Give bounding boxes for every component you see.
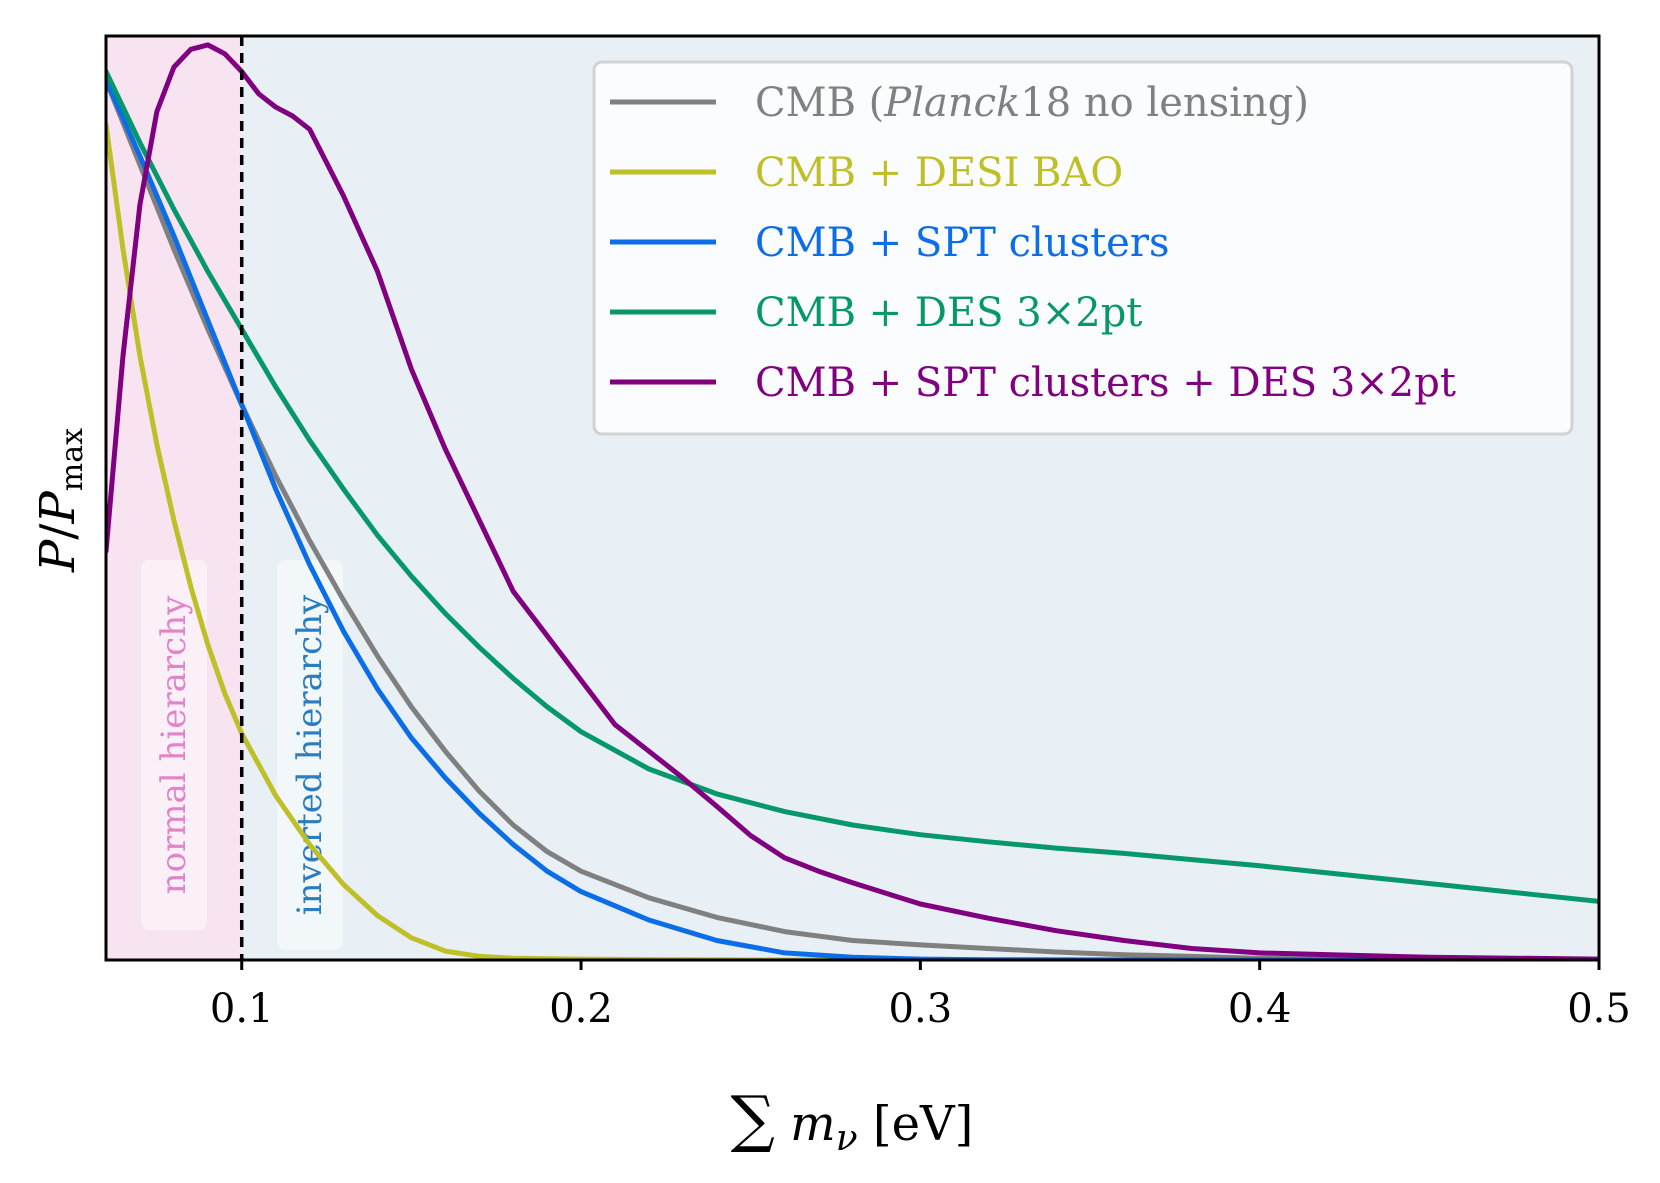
- x-tick-label: 0.2: [549, 986, 613, 1032]
- inverted-hierarchy-label: inverted hierarchy: [290, 594, 330, 915]
- legend-label-part: CMB (: [755, 80, 884, 126]
- legend-label-part: 18 no lensing): [1020, 80, 1309, 126]
- inverted-hierarchy-label-group: inverted hierarchy: [277, 560, 343, 950]
- plot-frame: [104, 34, 1601, 962]
- legend-label-1: CMB + DESI BAO: [755, 150, 1123, 196]
- x-tick-label: 0.1: [210, 986, 274, 1032]
- series-line-4: [106, 42, 1599, 960]
- normal-hierarchy-label: normal hierarchy: [154, 595, 194, 894]
- y-axis-title-pmax: P: [30, 491, 86, 525]
- y-axis-title-p: P: [30, 539, 86, 573]
- legend-label-part: Planck: [883, 80, 1020, 126]
- legend-label-0: CMB (Planck18 no lensing): [755, 80, 1309, 126]
- legend-box: [592, 60, 1574, 436]
- legend-label-3: CMB + DES 3×2pt: [755, 290, 1142, 336]
- legend-label-4: CMB + SPT clusters + DES 3×2pt: [755, 360, 1456, 406]
- series-line-3: [106, 69, 1599, 904]
- inverted-hierarchy-label-box: [277, 560, 343, 950]
- legend: CMB (Planck18 no lensing) CMB + DESI BAO C…: [592, 60, 1574, 436]
- normal-hierarchy-region: [106, 36, 242, 960]
- legend-label-2: CMB + SPT clusters: [755, 220, 1170, 266]
- x-tick-label: 0.3: [889, 986, 953, 1032]
- y-axis-title-sub: max: [55, 428, 90, 491]
- y-axis-title-slash: /: [30, 523, 86, 540]
- y-axis-title: P/Pmax: [30, 428, 90, 573]
- normal-hierarchy-label-group: normal hierarchy: [141, 560, 207, 930]
- x-tick-label: 0.5: [1567, 986, 1631, 1032]
- x-tick-label: 0.4: [1228, 986, 1292, 1032]
- x-axis-title: ∑ mν [eV]: [731, 1082, 974, 1159]
- x-axis-title-sum: ∑: [731, 1082, 775, 1155]
- x-axis-title-unit: [eV]: [858, 1096, 974, 1152]
- normal-hierarchy-label-box: [141, 560, 207, 930]
- x-axis-title-m: m: [775, 1096, 836, 1152]
- x-axis-title-nu: ν: [836, 1118, 858, 1159]
